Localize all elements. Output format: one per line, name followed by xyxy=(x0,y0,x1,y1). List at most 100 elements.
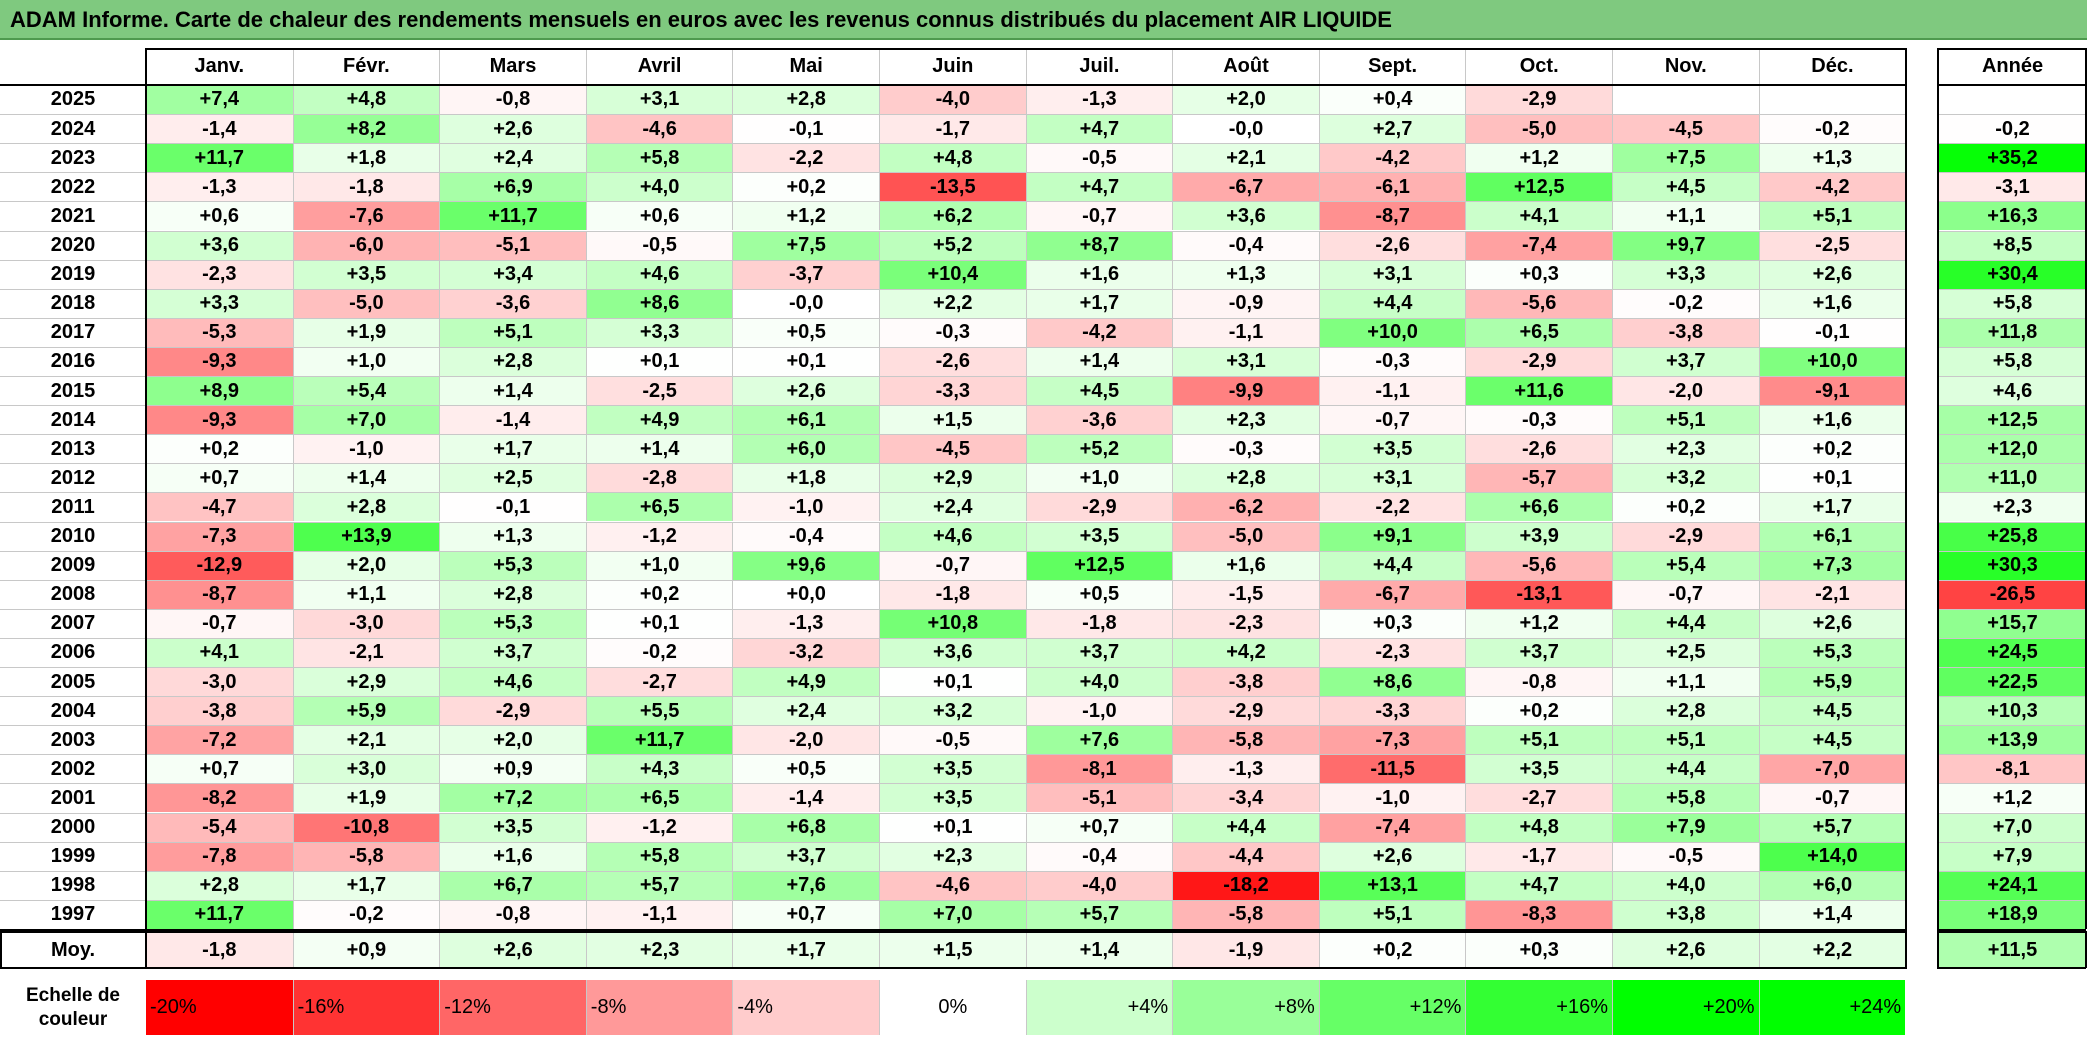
heat-cell-2013-2: -1,0 xyxy=(292,434,440,464)
heat-cell-2019-5: -3,7 xyxy=(732,259,879,289)
heat-cell-2017-7: -4,2 xyxy=(1025,317,1173,347)
heat-cell-2024-7: +4,7 xyxy=(1025,114,1173,144)
scale-step-1: -20% xyxy=(146,980,293,1035)
annual-cell-2025 xyxy=(1938,85,2087,115)
heat-cell-2008-2: +1,1 xyxy=(292,579,440,609)
heat-cell-1998-10: +4,7 xyxy=(1465,870,1612,900)
heat-cell-1999-6: +2,3 xyxy=(879,841,1026,871)
heat-cell-2018-10: -5,6 xyxy=(1465,288,1612,318)
heat-cell-1999-7: -0,4 xyxy=(1025,841,1173,871)
heat-cell-2005-10: -0,8 xyxy=(1465,667,1612,697)
heat-cell-2025-12 xyxy=(1758,85,1906,115)
heat-cell-2021-6: +6,2 xyxy=(879,201,1026,231)
heat-cell-2020-6: +5,2 xyxy=(879,230,1026,260)
heat-cell-2011-9: -2,2 xyxy=(1318,492,1466,522)
heat-cell-2015-2: +5,4 xyxy=(292,376,440,406)
heat-cell-2019-12: +2,6 xyxy=(1758,259,1906,289)
heat-cell-2018-6: +2,2 xyxy=(879,288,1026,318)
heat-cell-2006-7: +3,7 xyxy=(1025,637,1173,667)
heat-cell-2014-10: -0,3 xyxy=(1465,405,1612,435)
heat-cell-2023-6: +4,8 xyxy=(879,143,1026,173)
heat-cell-2015-9: -1,1 xyxy=(1318,376,1466,406)
heat-cell-1999-4: +5,8 xyxy=(585,841,733,871)
heat-cell-2022-12: -4,2 xyxy=(1758,172,1906,202)
heat-cell-2023-3: +2,4 xyxy=(439,143,586,173)
heat-cell-2025-7: -1,3 xyxy=(1025,85,1173,115)
heat-cell-1999-11: -0,5 xyxy=(1612,841,1759,871)
heat-cell-1999-8: -4,4 xyxy=(1172,841,1319,871)
year-label-2011: 2011 xyxy=(0,492,146,521)
avg-month-left-line xyxy=(145,931,147,968)
annual-cell-2008: -26,5 xyxy=(1938,579,2087,609)
heat-cell-2020-5: +7,5 xyxy=(732,230,879,260)
heat-cell-2002-3: +0,9 xyxy=(439,754,586,784)
year-label-2023: 2023 xyxy=(0,143,146,172)
heat-cell-2007-12: +2,6 xyxy=(1758,608,1906,638)
heat-cell-2011-11: +0,2 xyxy=(1612,492,1759,522)
heat-cell-2023-8: +2,1 xyxy=(1172,143,1319,173)
heat-cell-2013-11: +2,3 xyxy=(1612,434,1759,464)
heat-cell-2022-9: -6,1 xyxy=(1318,172,1466,202)
scale-label-line1: Echelle de xyxy=(26,984,120,1006)
heat-cell-2017-12: -0,1 xyxy=(1758,317,1906,347)
heat-cell-2016-10: -2,9 xyxy=(1465,346,1612,376)
heat-cell-2014-1: -9,3 xyxy=(146,405,293,435)
heat-cell-2024-3: +2,6 xyxy=(439,114,586,144)
month-header-6: Juin xyxy=(879,48,1026,85)
heat-cell-2023-7: -0,5 xyxy=(1025,143,1173,173)
heat-cell-2009-6: -0,7 xyxy=(879,550,1026,580)
heat-cell-2007-3: +5,3 xyxy=(439,608,586,638)
heat-cell-2016-6: -2,6 xyxy=(879,346,1026,376)
annual-cell-2010: +25,8 xyxy=(1938,521,2087,551)
heat-cell-2020-11: +9,7 xyxy=(1612,230,1759,260)
heat-cell-2024-9: +2,7 xyxy=(1318,114,1466,144)
avg-cell-11: +2,6 xyxy=(1612,932,1759,968)
month-header-9: Sept. xyxy=(1318,48,1466,85)
heat-cell-2019-3: +3,4 xyxy=(439,259,586,289)
heat-cell-2020-7: +8,7 xyxy=(1025,230,1173,260)
heat-cell-2021-1: +0,6 xyxy=(146,201,293,231)
heat-cell-2003-1: -7,2 xyxy=(146,725,293,755)
heat-cell-1998-3: +6,7 xyxy=(439,870,586,900)
annual-cell-2018: +5,8 xyxy=(1938,288,2087,318)
heat-cell-2003-6: -0,5 xyxy=(879,725,1026,755)
year-label-2024: 2024 xyxy=(0,114,146,143)
heat-cell-2008-4: +0,2 xyxy=(585,579,733,609)
heat-cell-1998-5: +7,6 xyxy=(732,870,879,900)
month-header-10: Oct. xyxy=(1465,48,1612,85)
heat-cell-1998-6: -4,6 xyxy=(879,870,1026,900)
heat-cell-2010-1: -7,3 xyxy=(146,521,293,551)
heat-cell-1997-9: +5,1 xyxy=(1318,899,1466,929)
heat-cell-2016-3: +2,8 xyxy=(439,346,586,376)
heat-cell-2018-9: +4,4 xyxy=(1318,288,1466,318)
heat-cell-2008-7: +0,5 xyxy=(1025,579,1173,609)
heat-cell-2017-3: +5,1 xyxy=(439,317,586,347)
heat-cell-2014-12: +1,6 xyxy=(1758,405,1906,435)
heat-cell-2009-12: +7,3 xyxy=(1758,550,1906,580)
heat-cell-2007-10: +1,2 xyxy=(1465,608,1612,638)
heat-cell-2006-5: -3,2 xyxy=(732,637,879,667)
heat-cell-2021-3: +11,7 xyxy=(439,201,586,231)
month-header-1: Janv. xyxy=(194,55,245,77)
heat-cell-2025-2: +4,8 xyxy=(292,85,440,115)
heat-cell-2015-10: +11,6 xyxy=(1465,376,1612,406)
heat-cell-2004-5: +2,4 xyxy=(732,696,879,726)
heat-cell-2000-1: -5,4 xyxy=(146,812,293,842)
heat-cell-2025-9: +0,4 xyxy=(1318,85,1466,115)
heat-cell-2013-12: +0,2 xyxy=(1758,434,1906,464)
heat-cell-2012-5: +1,8 xyxy=(732,463,879,493)
heat-cell-2005-5: +4,9 xyxy=(732,667,879,697)
avg-label: Moy. xyxy=(50,938,96,961)
heat-cell-2013-7: +5,2 xyxy=(1025,434,1173,464)
heat-cell-2005-7: +4,0 xyxy=(1025,667,1173,697)
heat-cell-2023-1: +11,7 xyxy=(146,143,293,173)
heat-cell-1997-3: -0,8 xyxy=(439,899,586,929)
heat-cell-2001-1: -8,2 xyxy=(146,783,293,813)
heat-cell-2018-2: -5,0 xyxy=(292,288,440,318)
heat-cell-2002-1: +0,7 xyxy=(146,754,293,784)
annual-cell-1999: +7,9 xyxy=(1938,841,2087,871)
heat-cell-2001-11: +5,8 xyxy=(1612,783,1759,813)
year-label-2018: 2018 xyxy=(0,288,146,318)
annual-header: Année xyxy=(1981,55,2044,77)
heat-cell-2005-12: +5,9 xyxy=(1758,667,1906,697)
